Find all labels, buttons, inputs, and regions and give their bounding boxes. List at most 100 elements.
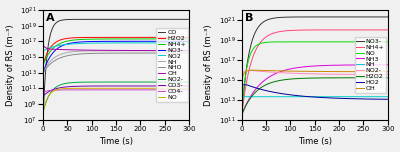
- OH: [156, 50, 160, 52]
- CO: [108, 18, 113, 20]
- NHO: [182, 52, 187, 54]
- NO2: [112, 42, 117, 44]
- CO4-: [182, 89, 187, 91]
- OH: [187, 50, 192, 52]
- NO3-: [182, 40, 187, 42]
- NH4+: [187, 38, 192, 40]
- NO3-: [48, 55, 53, 56]
- CO: [48, 32, 53, 34]
- Text: A: A: [46, 13, 55, 23]
- NH: [381, 96, 386, 98]
- NO: [112, 87, 117, 89]
- H2O2: [182, 36, 187, 38]
- NH4+: [381, 29, 386, 31]
- NHO: [41, 71, 46, 73]
- NH3: [385, 64, 390, 66]
- OH: [354, 71, 359, 73]
- CO4-: [156, 89, 160, 91]
- NO2: [108, 42, 113, 44]
- Line: NH4+: NH4+: [44, 39, 189, 64]
- HO2: [354, 98, 359, 100]
- CO4-: [48, 89, 53, 91]
- NO3-: [108, 40, 113, 42]
- X-axis label: Time (s): Time (s): [99, 137, 133, 146]
- Line: OH: OH: [44, 46, 189, 51]
- NO: [187, 87, 192, 89]
- Line: H2O2: H2O2: [242, 78, 388, 114]
- NH: [385, 96, 390, 98]
- NH3: [247, 97, 252, 99]
- Line: NH: NH: [44, 51, 189, 72]
- Line: OH: OH: [242, 70, 388, 79]
- NH: [182, 50, 187, 52]
- Line: NO2-: NO2-: [44, 82, 189, 111]
- NO2: [187, 42, 192, 44]
- Legend: CO, H2O2, NH4+, NO3-, NO2, NH, NHO, OH, NO2-, CO3-, CO4-, NO: CO, H2O2, NH4+, NO3-, NO2, NH, NHO, OH, …: [156, 28, 188, 102]
- NO: [182, 87, 187, 89]
- CO4-: [182, 89, 187, 91]
- NO3-: [381, 16, 386, 18]
- NH4+: [48, 50, 53, 52]
- NH: [48, 60, 53, 62]
- NO3-: [240, 111, 244, 112]
- NO2: [156, 42, 160, 44]
- H2O2: [41, 63, 46, 65]
- NH4+: [385, 29, 390, 31]
- CO: [112, 18, 117, 20]
- OH: [48, 48, 53, 50]
- CO: [187, 18, 192, 20]
- NH3: [240, 113, 244, 115]
- NHO: [48, 63, 53, 64]
- NHO: [182, 52, 187, 54]
- HO2: [247, 85, 252, 87]
- NO3-: [41, 71, 46, 73]
- NO: [156, 87, 160, 89]
- H2O2: [310, 77, 315, 79]
- H2O2: [385, 77, 390, 79]
- NO2-: [108, 81, 113, 83]
- NO2-: [41, 110, 46, 112]
- NH4+: [354, 29, 359, 31]
- OH: [108, 49, 113, 51]
- NH4+: [108, 38, 113, 40]
- NO: [182, 87, 187, 89]
- CO3-: [108, 85, 113, 87]
- NO3-: [381, 16, 386, 18]
- NO: [41, 110, 46, 112]
- NO2-: [246, 69, 251, 71]
- Line: NO3-: NO3-: [242, 17, 388, 111]
- HO2: [306, 96, 311, 98]
- NH3: [306, 66, 311, 67]
- NH: [381, 96, 386, 98]
- Line: CO4-: CO4-: [44, 90, 189, 92]
- NO2-: [240, 73, 244, 75]
- NO2-: [247, 69, 252, 71]
- CO: [41, 109, 46, 111]
- Line: NO2-: NO2-: [242, 70, 388, 75]
- NH: [240, 96, 244, 98]
- NO3-: [385, 16, 390, 18]
- NO: [381, 41, 386, 43]
- OH: [41, 45, 46, 47]
- CO3-: [112, 85, 117, 87]
- NO: [354, 41, 359, 43]
- NO2-: [307, 73, 312, 75]
- CO3-: [182, 85, 187, 87]
- NO2: [182, 42, 187, 44]
- NH: [112, 50, 117, 52]
- NO3-: [247, 50, 252, 52]
- NO2-: [48, 92, 53, 93]
- CO4-: [187, 89, 192, 91]
- CO3-: [182, 85, 187, 87]
- Line: H2O2: H2O2: [44, 37, 189, 64]
- HO2: [385, 98, 390, 100]
- H2O2: [156, 36, 160, 38]
- NH4+: [41, 63, 46, 65]
- NH4+: [306, 29, 311, 31]
- OH: [381, 71, 386, 73]
- HO2: [310, 96, 315, 98]
- NH4+: [182, 38, 187, 40]
- CO: [186, 18, 191, 20]
- NO2-: [381, 74, 386, 76]
- NO2-: [385, 74, 390, 76]
